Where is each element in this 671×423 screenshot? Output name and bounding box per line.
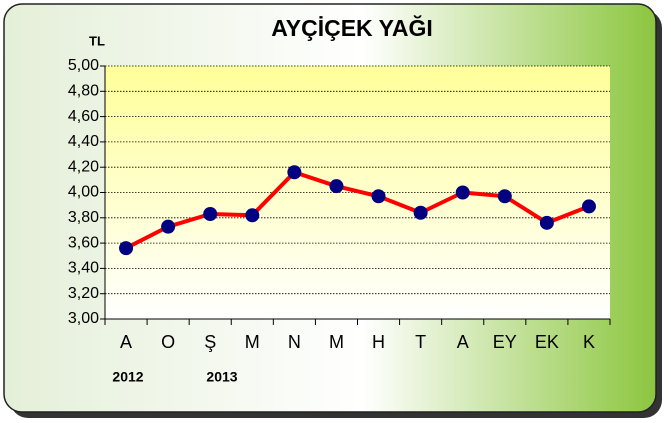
y-tick-label: 4,00 [68,184,99,201]
x-tick-label: N [288,332,301,352]
y-tick-label: 4,80 [68,83,99,100]
x-tick-label: EY [493,332,517,352]
data-point [245,208,260,223]
x-tick-label: Ş [204,332,216,352]
data-point [203,207,218,222]
data-point [413,205,428,220]
x-tick-label: H [372,332,385,352]
data-point [161,219,176,234]
y-tick-label: 5,00 [68,57,99,74]
year-label: 2013 [206,369,237,385]
data-point [581,199,596,214]
x-tick-label: A [457,332,469,352]
data-point [539,215,554,230]
x-tick-label: T [415,332,426,352]
year-label: 2012 [112,369,143,385]
data-point [497,189,512,204]
series-line [125,170,590,250]
y-tick-label: 4,40 [68,133,99,150]
x-tick-label: M [329,332,344,352]
y-tick-label: 3,40 [68,260,99,277]
data-point [119,241,134,256]
x-tick-label: K [583,332,595,352]
data-point [329,179,344,194]
data-point [455,185,470,200]
data-point [287,165,302,180]
y-tick-label: 3,80 [68,209,99,226]
y-tick-label: 4,60 [68,108,99,125]
chart-title: AYÇİÇEK YAĞI [271,14,433,41]
x-tick-label: EK [535,332,559,352]
x-tick-label: O [161,332,175,352]
y-tick-label: 4,20 [68,158,99,175]
y-tick-label: 3,20 [68,285,99,302]
x-tick-label: A [120,332,132,352]
data-point [371,189,386,204]
x-tick-label: M [245,332,260,352]
y-tick-label: 3,60 [68,234,99,251]
y-tick-label: 3,00 [68,310,99,327]
y-axis-label: TL [89,33,105,48]
